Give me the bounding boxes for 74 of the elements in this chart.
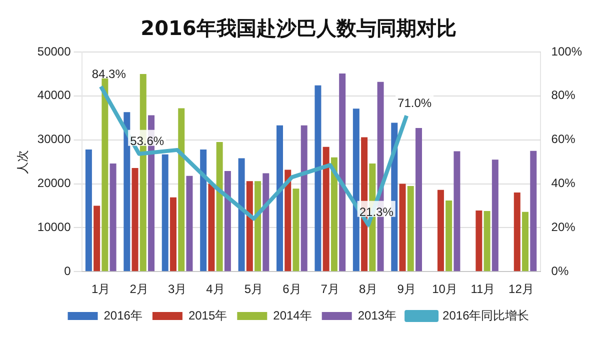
legend-label: 2016年 (104, 308, 142, 322)
bar (484, 210, 490, 272)
bar (262, 173, 270, 272)
bar (416, 128, 422, 272)
y2-tick-label: 60% (551, 132, 576, 146)
data-label: 21.3% (359, 205, 394, 220)
bar (514, 192, 520, 272)
bar (162, 154, 168, 272)
bar (254, 181, 262, 272)
x-tick-label: 3月 (168, 282, 187, 296)
y-tick-label: 30000 (37, 132, 72, 146)
bar (132, 168, 138, 272)
bar (522, 212, 529, 272)
legend-label: 2014年 (273, 308, 312, 322)
x-tick-label: 4月 (206, 282, 225, 296)
bar (284, 170, 292, 272)
bar (124, 112, 130, 272)
bar (208, 184, 215, 272)
bar (322, 146, 330, 272)
bar (446, 200, 452, 272)
y2-tick-label: 80% (551, 88, 576, 102)
bar (186, 176, 193, 272)
bar (238, 158, 245, 272)
bar (178, 108, 185, 272)
bar (314, 85, 322, 272)
bar (170, 197, 176, 272)
bar (339, 74, 346, 272)
x-tick-label: 11月 (470, 282, 496, 296)
bar (300, 125, 308, 272)
y2-tick-label: 0% (551, 264, 569, 278)
x-tick-label: 1月 (92, 282, 110, 296)
bar (292, 188, 300, 272)
y-tick-label: 50000 (37, 44, 72, 58)
x-tick-label: 8月 (359, 282, 378, 296)
legend-label: 2013年 (358, 308, 397, 322)
chart-title: 2016年我国赴沙巴人数与同期对比 (140, 16, 456, 40)
bar (407, 186, 414, 272)
x-tick-label: 12月 (508, 282, 534, 296)
legend-label: 2016年同比增长 (442, 308, 530, 322)
y2-tick-label: 20% (551, 220, 576, 234)
x-tick-label: 7月 (320, 282, 340, 296)
x-tick-label: 5月 (244, 282, 264, 296)
bar (102, 77, 108, 272)
bar (216, 142, 223, 272)
bar (200, 150, 207, 272)
bar (110, 164, 116, 272)
bar (276, 125, 283, 272)
bar (94, 206, 100, 272)
bar (246, 181, 253, 272)
bar (492, 160, 498, 272)
bar (530, 150, 537, 272)
bar (330, 157, 338, 272)
bar (476, 210, 482, 272)
data-label: 84.3% (92, 66, 126, 81)
legend-label: 2015年 (188, 308, 228, 322)
y-tick-label: 40000 (37, 88, 72, 102)
y2-tick-label: 100% (551, 44, 582, 58)
y-axis-title: 人次 (16, 150, 30, 174)
x-tick-label: 10月 (432, 282, 458, 296)
bar (352, 108, 360, 272)
bar (224, 171, 231, 272)
data-label: 53.6% (130, 134, 164, 148)
y2-tick-label: 40% (551, 176, 576, 190)
y-tick-label: 20000 (37, 176, 72, 190)
x-tick-label: 6月 (282, 282, 302, 296)
bar (454, 151, 460, 272)
bar (399, 184, 406, 272)
bar (85, 150, 92, 272)
y-tick-label: 10000 (37, 220, 72, 234)
bar (437, 190, 444, 272)
y-tick-label: 0 (64, 264, 72, 278)
data-label: 71.0% (398, 96, 432, 110)
x-tick-label: 9月 (397, 282, 416, 296)
x-tick-label: 2月 (130, 282, 148, 296)
